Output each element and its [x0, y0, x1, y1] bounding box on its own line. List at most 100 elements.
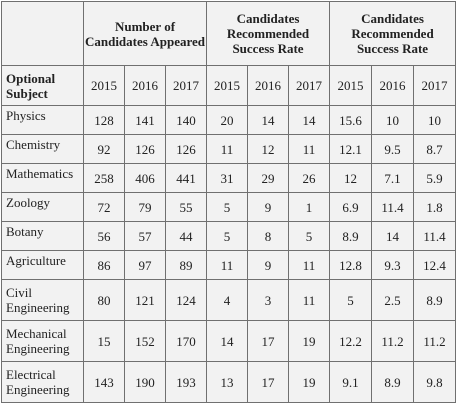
- value-cell: 5: [206, 221, 248, 251]
- value-cell: 14: [287, 105, 331, 135]
- value-cell: 10: [371, 105, 415, 135]
- table-row: Physics 128 141 140 20 14 14 15.6 10 10: [1, 105, 457, 135]
- value-cell: 4: [206, 279, 248, 321]
- year-header: 2017: [287, 65, 331, 106]
- value-cell: 8.9: [329, 221, 373, 251]
- subject-cell: Agriculture: [1, 250, 84, 280]
- value-cell: 9: [247, 250, 289, 280]
- value-cell: 5: [206, 192, 248, 222]
- value-cell: 11: [206, 250, 248, 280]
- value-cell: 441: [165, 163, 207, 193]
- value-cell: 6.9: [329, 192, 373, 222]
- value-cell: 11.2: [413, 320, 457, 362]
- value-cell: 14: [371, 221, 415, 251]
- value-cell: 12.4: [413, 250, 457, 280]
- value-cell: 9.5: [371, 134, 415, 164]
- year-header: 2016: [124, 65, 166, 106]
- value-cell: 55: [165, 192, 207, 222]
- value-cell: 8.7: [413, 134, 457, 164]
- value-cell: 9.8: [413, 361, 457, 403]
- value-cell: 17: [247, 361, 289, 403]
- value-cell: 11.4: [413, 221, 457, 251]
- table-row: Botany 56 57 44 5 8 5 8.9 14 11.4: [1, 221, 457, 251]
- table-row: Chemistry 92 126 126 11 12 11 12.1 9.5 8.7: [1, 134, 457, 164]
- year-header: 2015: [206, 65, 248, 106]
- value-cell: 79: [124, 192, 166, 222]
- value-cell: 12.2: [329, 320, 373, 362]
- value-cell: 2.5: [371, 279, 415, 321]
- value-cell: 11.4: [371, 192, 415, 222]
- value-cell: 5: [329, 279, 373, 321]
- year-header: 2017: [165, 65, 207, 106]
- value-cell: 8: [247, 221, 289, 251]
- year-header: 2017: [413, 65, 457, 106]
- year-header: 2015: [83, 65, 125, 106]
- table-row: Mechanical Engineering 15 152 170 14 17 19 12.2…: [1, 320, 457, 362]
- value-cell: 44: [165, 221, 207, 251]
- value-cell: 26: [287, 163, 331, 193]
- value-cell: 29: [247, 163, 289, 193]
- value-cell: 9.1: [329, 361, 373, 403]
- corner-cell: [1, 1, 84, 66]
- value-cell: 15: [83, 320, 125, 362]
- group-header-row: Number of Candidates Appeared Candidates…: [1, 1, 457, 66]
- value-cell: 1.8: [413, 192, 457, 222]
- subject-cell: Physics: [1, 105, 84, 135]
- value-cell: 406: [124, 163, 166, 193]
- value-cell: 11: [206, 134, 248, 164]
- results-table: Number of Candidates Appeared Candidates…: [1, 1, 457, 403]
- value-cell: 9.3: [371, 250, 415, 280]
- value-cell: 170: [165, 320, 207, 362]
- value-cell: 19: [287, 361, 331, 403]
- value-cell: 20: [206, 105, 248, 135]
- value-cell: 86: [83, 250, 125, 280]
- subject-cell: Mechanical Engineering: [1, 320, 84, 362]
- value-cell: 5: [287, 221, 331, 251]
- value-cell: 12.1: [329, 134, 373, 164]
- value-cell: 31: [206, 163, 248, 193]
- table-row: Zoology 72 79 55 5 9 1 6.9 11.4 1.8: [1, 192, 457, 222]
- year-header: 2015: [329, 65, 373, 106]
- group-header-recommended-rate-1: Candidates Recommended Success Rate: [205, 1, 331, 66]
- value-cell: 193: [165, 361, 207, 403]
- value-cell: 8.9: [413, 279, 457, 321]
- group-header-candidates-appeared: Number of Candidates Appeared: [83, 1, 207, 66]
- value-cell: 10: [413, 105, 457, 135]
- subject-cell: Zoology: [1, 192, 84, 222]
- value-cell: 126: [124, 134, 166, 164]
- value-cell: 57: [124, 221, 166, 251]
- results-table-wrapper: Number of Candidates Appeared Candidates…: [1, 1, 457, 403]
- value-cell: 12: [247, 134, 289, 164]
- value-cell: 128: [83, 105, 125, 135]
- table-row: Mathematics 258 406 441 31 29 26 12 7.1 5.9: [1, 163, 457, 193]
- value-cell: 121: [124, 279, 166, 321]
- subject-cell: Electrical Engineering: [1, 361, 84, 403]
- value-cell: 89: [165, 250, 207, 280]
- year-header: 2016: [371, 65, 415, 106]
- value-cell: 14: [247, 105, 289, 135]
- value-cell: 8.9: [371, 361, 415, 403]
- subject-cell: Botany: [1, 221, 84, 251]
- value-cell: 143: [83, 361, 125, 403]
- table-row: Agriculture 86 97 89 11 9 11 12.8 9.3 12.4: [1, 250, 457, 280]
- value-cell: 140: [165, 105, 207, 135]
- value-cell: 15.6: [329, 105, 373, 135]
- value-cell: 7.1: [371, 163, 415, 193]
- value-cell: 11: [287, 279, 331, 321]
- value-cell: 9: [247, 192, 289, 222]
- subject-cell: Chemistry: [1, 134, 84, 164]
- subject-cell: Mathematics: [1, 163, 84, 193]
- value-cell: 11.2: [371, 320, 415, 362]
- value-cell: 3: [247, 279, 289, 321]
- value-cell: 11: [287, 250, 331, 280]
- value-cell: 152: [124, 320, 166, 362]
- value-cell: 126: [165, 134, 207, 164]
- value-cell: 80: [83, 279, 125, 321]
- value-cell: 12: [329, 163, 373, 193]
- value-cell: 141: [124, 105, 166, 135]
- table-row: Civil Engineering 80 121 124 4 3 11 5 2.5 8.9: [1, 279, 457, 321]
- value-cell: 14: [206, 320, 248, 362]
- year-header-row: Optional Subject 2015 2016 2017 2015 2016 201…: [1, 65, 457, 106]
- year-header: 2016: [247, 65, 289, 106]
- value-cell: 190: [124, 361, 166, 403]
